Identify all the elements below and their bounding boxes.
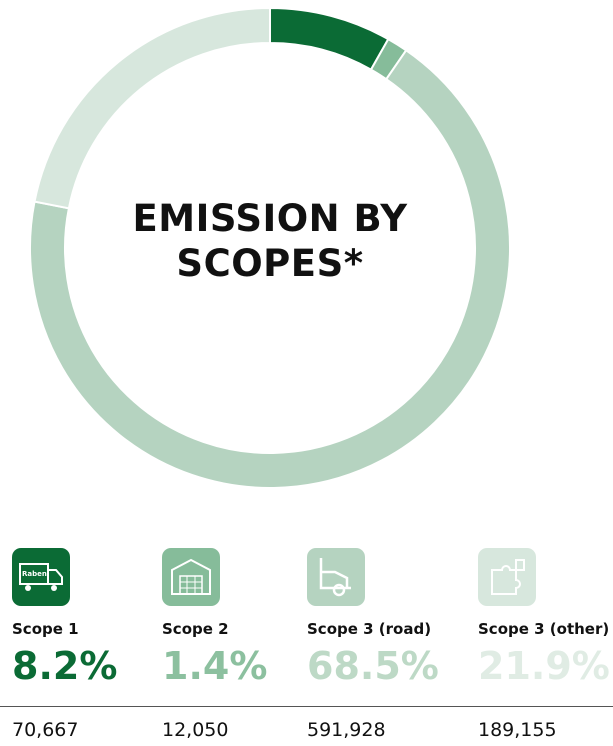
value-label: 21.9%: [478, 644, 610, 688]
icon-graphic: [491, 559, 525, 595]
total-value: 591,928: [307, 719, 386, 741]
category-label: Scope 3 (other): [478, 620, 610, 638]
divider: [0, 706, 613, 707]
legend-item: Scope 3 (road) 68.5%: [307, 548, 439, 688]
donut-segment: [269, 6, 390, 71]
legend-item: Scope 3 (other) 21.9%: [478, 548, 610, 688]
donut-segment: [33, 6, 271, 210]
donut-segment: [29, 48, 511, 489]
total-value: 12,050: [162, 719, 229, 741]
scope-icon: [478, 548, 536, 606]
category-label: Scope 2: [162, 620, 229, 638]
legend-item: Raben Scope 1 8.2%: [12, 548, 117, 688]
icon-graphic: Raben: [19, 563, 63, 591]
total-value: 70,667: [12, 719, 79, 741]
legend-item: Scope 2 1.4%: [162, 548, 267, 688]
value-label: 68.5%: [307, 644, 439, 688]
scope-icon: Raben: [12, 548, 70, 606]
icon-graphic: [319, 558, 351, 597]
scope-icon: [307, 548, 365, 606]
scope-icon: [162, 548, 220, 606]
value-label: 1.4%: [162, 644, 268, 688]
icon-text: Raben: [22, 570, 47, 578]
category-label: Scope 3 (road): [307, 620, 432, 638]
chart-title: EMISSION BY SCOPES*: [132, 197, 408, 285]
total-value: 189,155: [478, 719, 557, 741]
icon-graphic: [171, 558, 211, 595]
value-label: 8.2%: [12, 644, 118, 688]
category-label: Scope 1: [12, 620, 79, 638]
